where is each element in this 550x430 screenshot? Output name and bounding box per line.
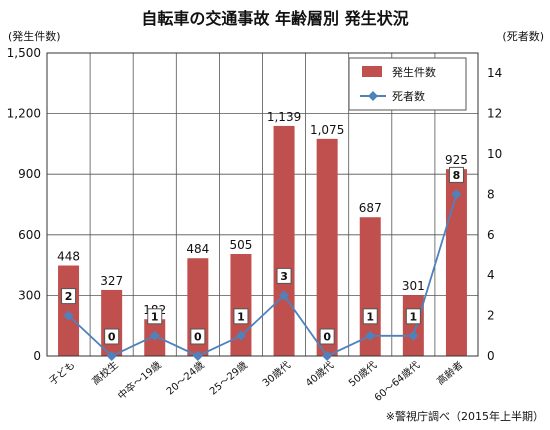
bar bbox=[402, 295, 424, 356]
line-point bbox=[149, 330, 160, 341]
line-label-box bbox=[319, 328, 335, 345]
legend: 発生件数 死者数 bbox=[348, 57, 467, 111]
line-point bbox=[365, 330, 376, 341]
line-point bbox=[63, 310, 74, 321]
line-point bbox=[279, 290, 290, 301]
footnote: ※警視庁調べ（2015年上半期） bbox=[386, 409, 544, 423]
y-left-tick-label: 1,200 bbox=[7, 107, 41, 121]
line-value-label: 8 bbox=[453, 169, 461, 182]
line-value-label: 1 bbox=[366, 310, 374, 323]
line-point bbox=[451, 189, 462, 200]
y-right-tick-label: 6 bbox=[487, 228, 495, 242]
line-value-label: 1 bbox=[410, 310, 418, 323]
y-left-tick-label: 0 bbox=[33, 349, 41, 363]
bar-value-label: 301 bbox=[402, 279, 425, 293]
line-label-box bbox=[448, 166, 464, 183]
x-tick-label: 40歳代 bbox=[303, 359, 336, 389]
line-point bbox=[192, 351, 203, 361]
y-left-tick-label: 300 bbox=[18, 288, 41, 302]
left-axis-unit: (発生件数) bbox=[8, 29, 61, 43]
bar-value-label: 687 bbox=[359, 201, 382, 215]
bar-value-label: 925 bbox=[445, 153, 468, 167]
y-right-tick-label: 0 bbox=[487, 349, 495, 363]
y-right-tick-label: 8 bbox=[487, 187, 495, 201]
line-label-box bbox=[61, 288, 77, 305]
x-tick-label: 50歳代 bbox=[346, 359, 379, 389]
line-label-box bbox=[104, 328, 120, 345]
x-tick-label: 高校生 bbox=[89, 358, 120, 387]
y-left-tick-label: 600 bbox=[18, 228, 41, 242]
right-axis-ticks: 0 2 4 6 8 10 12 14 bbox=[487, 66, 502, 363]
bar-value-label: 484 bbox=[186, 242, 209, 256]
bar-value-label: 448 bbox=[57, 250, 80, 264]
chart-title: 自転車の交通事故 年齢層別 発生状況 bbox=[141, 9, 408, 28]
line-point bbox=[408, 330, 419, 341]
line-label-box bbox=[362, 308, 378, 325]
bar bbox=[101, 289, 123, 356]
x-tick-label: 20～24歳 bbox=[164, 359, 207, 397]
legend-box bbox=[348, 57, 467, 111]
death-line bbox=[67, 194, 458, 358]
line-value-label: 0 bbox=[323, 331, 331, 344]
left-axis-ticks: 0 300 600 900 1,200 1,500 bbox=[7, 46, 41, 363]
line-value-label: 2 bbox=[65, 290, 73, 303]
bar-value-label: 505 bbox=[229, 238, 252, 252]
line-label-box bbox=[276, 267, 292, 284]
line-label-box bbox=[405, 308, 421, 325]
legend-bar-swatch bbox=[362, 66, 382, 77]
line-value-label: 0 bbox=[194, 331, 202, 344]
line-label-box bbox=[233, 308, 249, 325]
x-tick-label: 子ども bbox=[47, 359, 78, 387]
line-value-label: 1 bbox=[237, 310, 245, 323]
legend-line-label: 死者数 bbox=[392, 90, 425, 103]
line-value-label: 1 bbox=[151, 310, 159, 323]
line-point bbox=[322, 351, 333, 361]
y-left-tick-label: 900 bbox=[18, 167, 41, 181]
line-point bbox=[235, 330, 246, 341]
legend-bar-label: 発生件数 bbox=[392, 65, 436, 79]
line-point bbox=[106, 351, 117, 361]
line-value-label: 3 bbox=[280, 270, 288, 283]
x-tick-label: 60～64歳代 bbox=[372, 359, 422, 404]
y-right-tick-label: 4 bbox=[487, 268, 495, 282]
bar-value-label: 327 bbox=[100, 274, 123, 288]
legend-diamond-icon bbox=[368, 91, 378, 101]
bar bbox=[445, 169, 467, 356]
line-value-label: 0 bbox=[108, 331, 116, 344]
bar-value-label: 1,139 bbox=[267, 110, 301, 124]
y-right-tick-label: 12 bbox=[487, 107, 502, 121]
y-right-tick-label: 2 bbox=[487, 309, 495, 323]
line-label-box bbox=[190, 328, 206, 345]
line-label-box bbox=[147, 308, 163, 325]
y-right-tick-label: 14 bbox=[487, 66, 502, 80]
bar bbox=[316, 138, 338, 356]
right-axis-unit: (死者数) bbox=[502, 30, 544, 43]
plot-border bbox=[46, 52, 479, 357]
bar-value-label: 1,075 bbox=[310, 123, 344, 137]
y-left-tick-label: 1,500 bbox=[7, 46, 41, 60]
x-tick-label: 25～29歳 bbox=[207, 359, 250, 397]
y-right-tick-label: 10 bbox=[487, 147, 502, 161]
x-tick-label: 30歳代 bbox=[260, 359, 293, 389]
bar-series bbox=[58, 125, 467, 356]
plot-frame bbox=[46, 52, 479, 357]
bar bbox=[273, 125, 295, 356]
x-tick-label: 高齢者 bbox=[434, 358, 465, 387]
x-tick-label: 中卒～19歳 bbox=[115, 358, 164, 402]
